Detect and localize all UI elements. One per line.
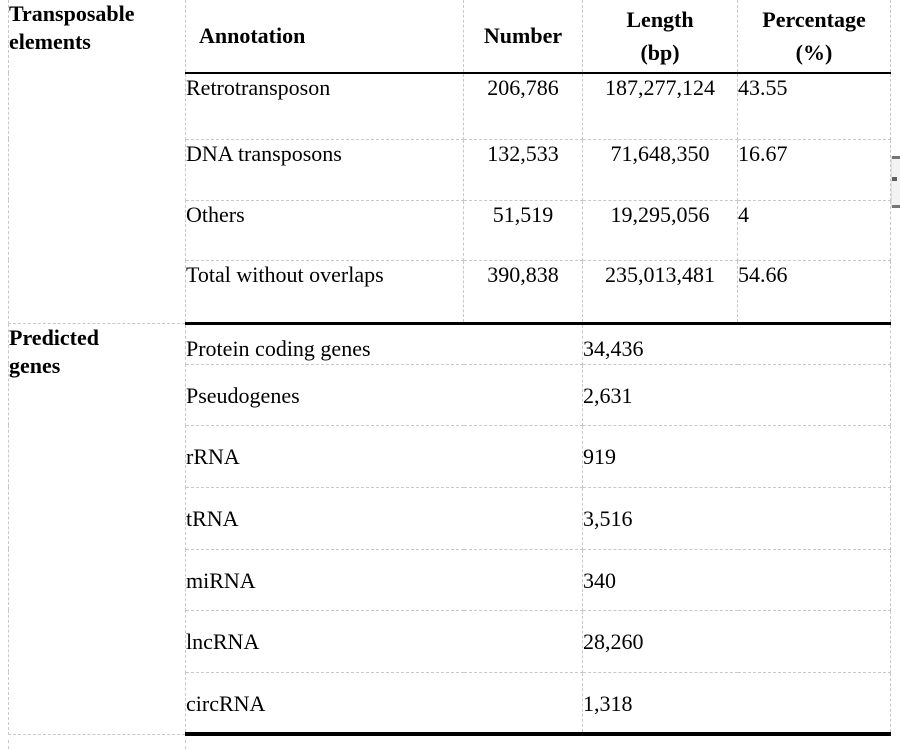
group-label-line2: elements — [9, 29, 91, 54]
value-cell: 3,516 — [582, 487, 891, 550]
gridline-stub-mid — [185, 740, 186, 749]
percentage-cell: 43.55 — [737, 73, 891, 140]
number-cell: 390,838 — [463, 260, 583, 325]
number-cell: 51,519 — [463, 200, 583, 261]
group-cell-predicted-genes: Predicted genes — [8, 323, 186, 735]
table-row-total: Total without overlaps 390,838 235,013,4… — [9, 260, 891, 325]
length-cell: 235,013,481 — [582, 260, 738, 325]
length-cell: 19,295,056 — [582, 200, 738, 261]
gridline-stub-left — [8, 740, 9, 749]
value-cell: 340 — [582, 549, 891, 611]
table-header-row: Transposable elements Annotation Number … — [8, 0, 891, 324]
table-row: rRNA 919 — [9, 425, 891, 488]
table-row: circRNA 1,318 — [9, 672, 891, 736]
column-header-length: Length (bp) — [582, 0, 738, 74]
table-row: Predicted genes Protein coding genes 34,… — [8, 323, 891, 735]
length-cell: 187,277,124 — [582, 73, 738, 140]
value-cell: 919 — [582, 425, 891, 488]
mini-scrollbar[interactable] — [891, 156, 900, 208]
value-cell: 28,260 — [582, 610, 891, 673]
annotation-table: Transposable elements Annotation Number … — [8, 0, 891, 736]
number-cell: 132,533 — [463, 139, 583, 201]
genome-annotation-table: Transposable elements Annotation Number … — [8, 0, 891, 736]
annotation-cell: Pseudogenes — [185, 364, 583, 426]
table-row: miRNA 340 — [9, 549, 891, 611]
value-cell: 34,436 — [582, 323, 891, 365]
annotation-cell: Others — [185, 200, 464, 261]
percentage-cell: 54.66 — [737, 260, 891, 325]
table-row: Pseudogenes 2,631 — [9, 364, 891, 426]
group-label-line1: Predicted — [9, 324, 100, 350]
value-cell: 1,318 — [582, 672, 891, 736]
table-row: DNA transposons 132,533 71,648,350 16.67 — [9, 139, 891, 201]
annotation-cell: tRNA — [185, 487, 583, 550]
annotation-cell: Protein coding genes — [185, 323, 583, 365]
annotation-cell: lncRNA — [185, 610, 583, 673]
annotation-cell: DNA transposons — [185, 139, 464, 201]
column-header-annotation: Annotation — [185, 0, 464, 74]
annotation-cell: Retrotransposon — [185, 73, 464, 140]
value-cell: 2,631 — [582, 364, 891, 426]
table-row: lncRNA 28,260 — [9, 610, 891, 673]
percentage-cell: 4 — [737, 200, 891, 261]
annotation-cell: rRNA — [185, 425, 583, 488]
scrollbar-top-cap — [892, 156, 900, 159]
table-row: Others 51,519 19,295,056 4 — [9, 200, 891, 261]
column-header-length-line1: Length — [626, 7, 694, 32]
number-cell: 206,786 — [463, 73, 583, 140]
group-label-line1: Transposable — [9, 1, 135, 26]
annotation-cell: Total without overlaps — [185, 260, 464, 325]
annotation-cell: circRNA — [185, 672, 583, 736]
scrollbar-thumb[interactable] — [892, 177, 897, 181]
annotation-cell: miRNA — [185, 549, 583, 611]
percentage-cell: 16.67 — [737, 139, 891, 201]
table-row: tRNA 3,516 — [9, 487, 891, 550]
column-header-number: Number — [463, 0, 583, 74]
group-cell-transposable-elements: Transposable elements — [8, 0, 186, 324]
column-header-percentage-line2: (%) — [795, 40, 833, 65]
column-header-length-line2: (bp) — [640, 40, 680, 65]
table-row: Retrotransposon 206,786 187,277,124 43.5… — [9, 73, 891, 140]
length-cell: 71,648,350 — [582, 139, 738, 201]
column-header-percentage-line1: Percentage — [762, 7, 866, 32]
column-header-percentage: Percentage (%) — [737, 0, 891, 74]
scrollbar-bottom-cap — [892, 205, 900, 208]
group-label-line2: genes — [9, 352, 61, 378]
